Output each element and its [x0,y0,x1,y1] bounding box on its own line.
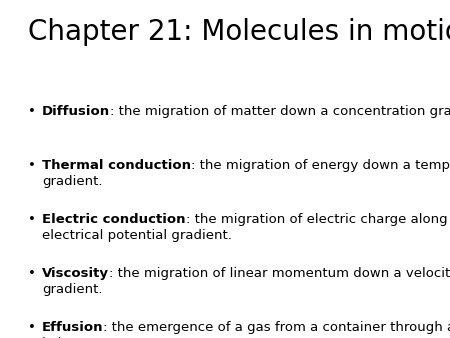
Text: •: • [28,105,36,118]
Text: •: • [28,159,36,172]
Text: : the migration of linear momentum down a velocity: : the migration of linear momentum down … [109,267,450,280]
Text: Viscosity: Viscosity [42,267,109,280]
Text: Effusion: Effusion [42,321,104,334]
Text: : the emergence of a gas from a container through a small: : the emergence of a gas from a containe… [104,321,450,334]
Text: •: • [28,321,36,334]
Text: •: • [28,267,36,280]
Text: electrical potential gradient.: electrical potential gradient. [42,229,232,242]
Text: •: • [28,213,36,226]
Text: : the migration of matter down a concentration gradient.: : the migration of matter down a concent… [110,105,450,118]
Text: gradient.: gradient. [42,283,103,296]
Text: : the migration of energy down a temperature: : the migration of energy down a tempera… [191,159,450,172]
Text: : the migration of electric charge along an: : the migration of electric charge along… [185,213,450,226]
Text: Thermal conduction: Thermal conduction [42,159,191,172]
Text: Diffusion: Diffusion [42,105,110,118]
Text: gradient.: gradient. [42,175,103,188]
Text: hole.: hole. [42,337,75,338]
Text: Chapter 21: Molecules in motion: Chapter 21: Molecules in motion [28,18,450,46]
Text: Electric conduction: Electric conduction [42,213,185,226]
